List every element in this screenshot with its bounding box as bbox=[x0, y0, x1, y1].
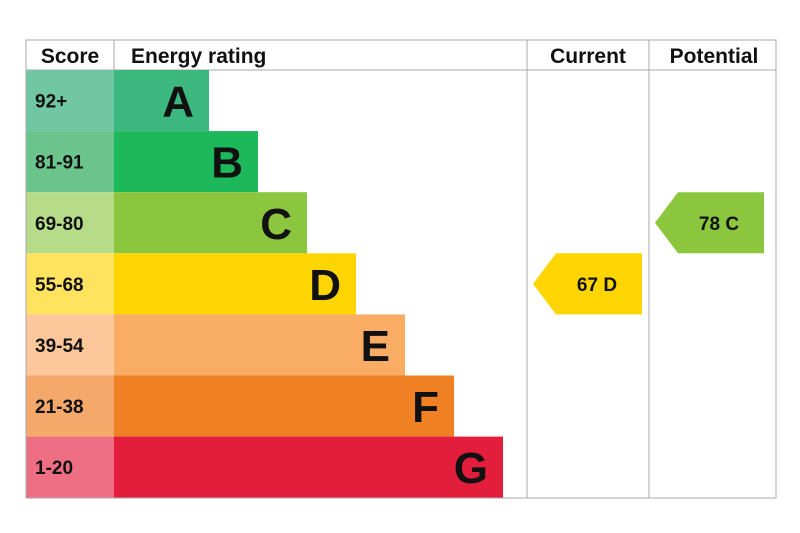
current-rating-arrow bbox=[533, 253, 642, 315]
rating-letter-g: G bbox=[454, 444, 488, 493]
rating-letter-e: E bbox=[361, 322, 390, 371]
score-range-a: 92+ bbox=[35, 92, 67, 113]
rating-bar-e bbox=[114, 314, 405, 376]
potential-rating-label: 78 C bbox=[699, 214, 739, 235]
score-cell-c bbox=[26, 192, 114, 254]
rating-letter-a: A bbox=[162, 78, 194, 127]
chart-border bbox=[25, 39, 777, 499]
rating-bar-g bbox=[114, 436, 503, 498]
score-range-d: 55-68 bbox=[35, 275, 84, 296]
potential-rating-arrow bbox=[655, 192, 764, 254]
rating-bar-d bbox=[114, 253, 356, 315]
score-cell-f bbox=[26, 375, 114, 437]
score-cell-e bbox=[26, 314, 114, 376]
rating-letter-b: B bbox=[211, 139, 243, 188]
rating-bar-f bbox=[114, 375, 454, 437]
rating-bar-a bbox=[114, 70, 209, 132]
score-cell-g bbox=[26, 436, 114, 498]
rating-letter-f: F bbox=[412, 383, 439, 432]
header-current: Current bbox=[550, 45, 626, 68]
score-range-c: 69-80 bbox=[35, 214, 84, 235]
current-rating-label: 67 D bbox=[577, 275, 617, 296]
header-potential: Potential bbox=[670, 45, 759, 68]
score-range-f: 21-38 bbox=[35, 397, 84, 418]
score-cell-a bbox=[26, 70, 114, 132]
score-range-e: 39-54 bbox=[35, 336, 84, 357]
rating-letter-c: C bbox=[260, 200, 292, 249]
rating-arrows: 67 D 78 C bbox=[533, 192, 764, 315]
rating-bar-c bbox=[114, 192, 307, 254]
score-range-b: 81-91 bbox=[35, 153, 84, 174]
score-range-g: 1-20 bbox=[35, 458, 73, 479]
header-row bbox=[25, 39, 777, 71]
rating-bar-b bbox=[114, 131, 258, 193]
header-energy-rating: Energy rating bbox=[131, 45, 266, 68]
rating-letter-d: D bbox=[309, 261, 341, 310]
header-score: Score bbox=[41, 45, 99, 68]
score-cell-b bbox=[26, 131, 114, 193]
rating-bands: 92+ A 81-91 B 69-80 C 55-68 D 39-54 E 21-38 F 1-20 G bbox=[26, 70, 503, 498]
score-cell-d bbox=[26, 253, 114, 315]
